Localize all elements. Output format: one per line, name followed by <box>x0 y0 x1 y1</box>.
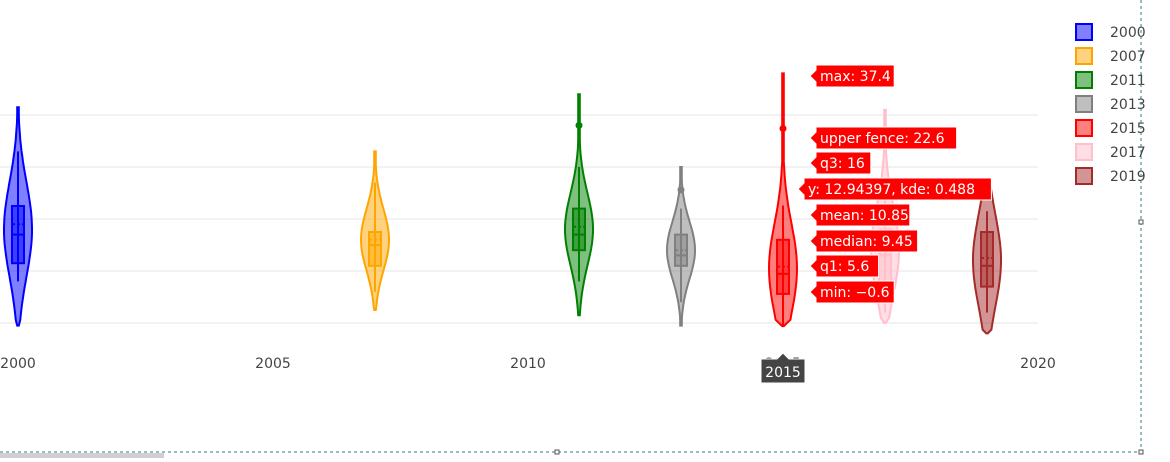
violin-2007[interactable] <box>359 150 391 311</box>
legend-item-2015[interactable]: 2015 <box>1075 119 1146 137</box>
legend-item-2019[interactable]: 2019 <box>1075 167 1146 185</box>
outlier-2011-0[interactable] <box>575 121 583 129</box>
hover-label-7: min: −0.6 <box>809 280 895 304</box>
legend-item-2000[interactable]: 2000 <box>1075 23 1146 41</box>
selection-frame <box>0 0 1144 458</box>
hover-label-text-1: upper fence: 22.6 <box>820 131 945 147</box>
violin-2019[interactable] <box>972 181 1002 335</box>
hover-label-text-4: mean: 10.85 <box>820 208 909 224</box>
violin-2013[interactable] <box>665 166 697 327</box>
legend-swatch-2015 <box>1075 119 1093 137</box>
violin-2015[interactable] <box>767 72 799 328</box>
legend-item-2007[interactable]: 2007 <box>1075 47 1146 65</box>
legend-label-2011: 2011 <box>1110 73 1146 89</box>
legend-item-2017[interactable]: 2017 <box>1075 143 1146 161</box>
hover-label-text-2: q3: 16 <box>820 156 865 172</box>
resize-handle-corner[interactable] <box>1138 449 1144 455</box>
hover-labels: max: 37.4 upper fence: 22.6 q3: 16 y: 12.94… <box>760 64 992 384</box>
hover-label-0: max: 37.4 <box>809 64 895 88</box>
hover-label-box-4 <box>809 203 911 227</box>
outlier-2015-0[interactable] <box>779 125 787 133</box>
hover-label-box-7 <box>809 280 895 304</box>
legend-swatch-2019 <box>1075 167 1093 185</box>
legend-item-2013[interactable]: 2013 <box>1075 95 1146 113</box>
hover-label-text-5: median: 9.45 <box>820 234 913 250</box>
resize-handle-right[interactable] <box>1138 219 1144 225</box>
hover-label-box-3 <box>797 177 992 201</box>
hover-label-text-7: min: −0.6 <box>820 285 890 301</box>
x-tick-label-4: 2020 <box>1020 356 1056 372</box>
legend-swatch-2011 <box>1075 71 1093 89</box>
hover-label-3: y: 12.94397, kde: 0.488 <box>797 177 992 201</box>
legend-swatch-2017 <box>1075 143 1093 161</box>
legend-label-2015: 2015 <box>1110 121 1146 137</box>
legend-item-2011[interactable]: 2011 <box>1075 71 1146 89</box>
hover-label-1: upper fence: 22.6 <box>809 126 958 150</box>
x-hover-label: 2015 <box>760 352 806 384</box>
x-hover-label-box <box>760 352 806 384</box>
x-tick-label-0: 2000 <box>0 356 36 372</box>
horizontal-scrollbar[interactable] <box>0 453 164 458</box>
hover-label-5: median: 9.45 <box>809 229 919 253</box>
resize-handle-bottom[interactable] <box>554 449 560 455</box>
legend-label-2000: 2000 <box>1110 25 1146 41</box>
box-2007 <box>368 231 382 267</box>
hover-label-box-2 <box>809 151 872 175</box>
legend-label-2017: 2017 <box>1110 145 1146 161</box>
hover-label-text-3: y: 12.94397, kde: 0.488 <box>808 182 975 198</box>
hover-label-6: q1: 5.6 <box>809 254 880 278</box>
outlier-2013-0[interactable] <box>677 186 685 194</box>
hover-label-4: mean: 10.85 <box>809 203 911 227</box>
x-tick-label-1: 2005 <box>255 356 291 372</box>
legend-label-2013: 2013 <box>1110 97 1146 113</box>
box-2011 <box>572 207 586 252</box>
box-2019 <box>980 231 994 288</box>
violin-2000[interactable] <box>3 106 33 327</box>
hover-label-box-1 <box>809 126 958 150</box>
violin-2011[interactable] <box>564 93 594 317</box>
hover-label-2: q3: 16 <box>809 151 872 175</box>
legend: 2000 2007 2011 2013 2015 2017 2019 <box>1075 23 1146 185</box>
x-tick-label-2: 2010 <box>510 356 546 372</box>
hover-label-box-5 <box>809 229 919 253</box>
x-hover-label-text: 2015 <box>765 365 801 381</box>
legend-label-2019: 2019 <box>1110 169 1146 185</box>
x-axis: 20002005201020152020 <box>0 356 1056 372</box>
legend-swatch-2007 <box>1075 47 1093 65</box>
legend-swatch-2013 <box>1075 95 1093 113</box>
hover-label-text-0: max: 37.4 <box>820 69 891 85</box>
legend-label-2007: 2007 <box>1110 49 1146 65</box>
legend-swatch-2000 <box>1075 23 1093 41</box>
hover-label-box-6 <box>809 254 880 278</box>
hover-label-box-0 <box>809 64 895 88</box>
hover-label-text-6: q1: 5.6 <box>820 259 869 275</box>
